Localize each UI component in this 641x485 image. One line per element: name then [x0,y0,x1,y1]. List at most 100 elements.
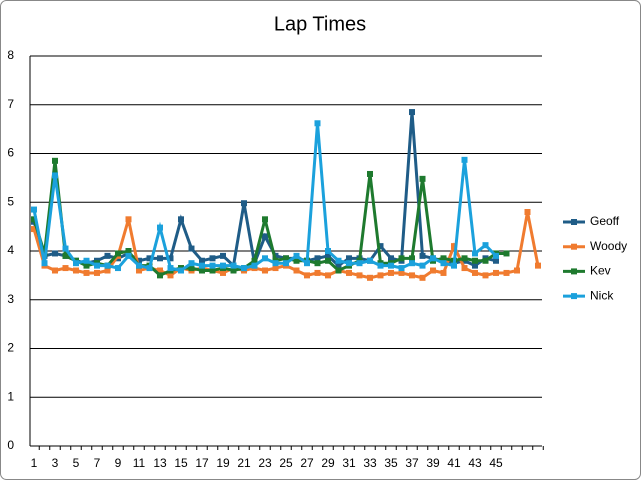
legend-marker [571,268,577,275]
point [356,260,363,267]
point [62,252,69,259]
point [104,267,111,274]
point [241,200,247,207]
x-tick-label: 43 [468,456,482,470]
legend-label: Geoff [590,214,620,228]
y-tick-label: 5 [7,194,14,208]
point [62,245,69,252]
point [493,269,499,276]
point [104,252,111,259]
point [73,267,79,274]
point [209,262,216,269]
point [346,269,352,276]
point [94,262,100,269]
point [262,267,268,274]
point [230,262,237,269]
point [167,272,174,279]
point [535,262,541,269]
point [136,267,142,274]
point [451,243,457,250]
y-tick-label: 3 [7,292,14,306]
point [472,269,478,276]
point [377,262,384,269]
point [125,252,132,259]
point [482,272,489,279]
point [241,265,247,272]
point [335,267,342,274]
point [430,255,436,262]
point [167,265,174,272]
point [335,257,342,264]
point [262,255,268,262]
point [367,170,373,177]
point [31,226,37,233]
point [314,255,321,262]
point [409,255,415,262]
x-tick-label: 5 [73,456,80,470]
point [209,255,216,262]
x-tick-label: 23 [258,456,272,470]
legend-label: Nick [590,288,614,302]
y-tick-label: 6 [7,146,14,160]
point [83,257,90,264]
point [335,262,342,269]
point [52,172,58,179]
x-tick-label: 13 [153,456,167,470]
point [472,262,478,269]
x-tick-label: 3 [52,456,59,470]
point [388,255,394,262]
point [377,243,384,250]
legend-marker [571,293,577,300]
point [493,257,499,264]
point [283,255,289,262]
point [367,274,373,281]
point [409,109,415,116]
point [157,272,163,279]
y-tick-label: 1 [7,389,14,403]
y-tick-label: 0 [7,438,14,452]
point [472,257,478,264]
point [388,269,394,276]
point [188,260,195,267]
point [377,272,384,279]
point [125,216,132,223]
point [262,233,268,240]
x-tick-label: 21 [237,456,251,470]
point [31,206,37,213]
point [482,242,489,249]
x-tick-label: 41 [447,456,461,470]
x-tick-label: 9 [115,456,122,470]
point [293,252,300,259]
point [514,267,520,274]
x-tick-label: 29 [321,456,335,470]
point [31,216,37,223]
point [94,269,100,276]
point [503,269,510,276]
legend-marker [571,219,577,225]
point [430,267,436,274]
point [167,255,174,262]
point [503,250,510,257]
point [293,257,300,264]
point [325,252,331,259]
series-line [32,160,507,278]
point [440,260,447,267]
point [115,250,121,257]
point [199,267,205,274]
point [440,255,447,262]
point [272,265,279,272]
x-tick-label: 35 [384,456,398,470]
point [314,269,321,276]
point [178,267,184,274]
x-tick-label: 19 [216,456,230,470]
point [314,120,321,127]
point [524,209,531,215]
x-tick-label: 7 [94,456,101,470]
point [115,265,121,272]
point [398,255,405,262]
point [83,262,90,269]
point [419,262,426,269]
point [83,269,90,276]
point [461,156,468,163]
